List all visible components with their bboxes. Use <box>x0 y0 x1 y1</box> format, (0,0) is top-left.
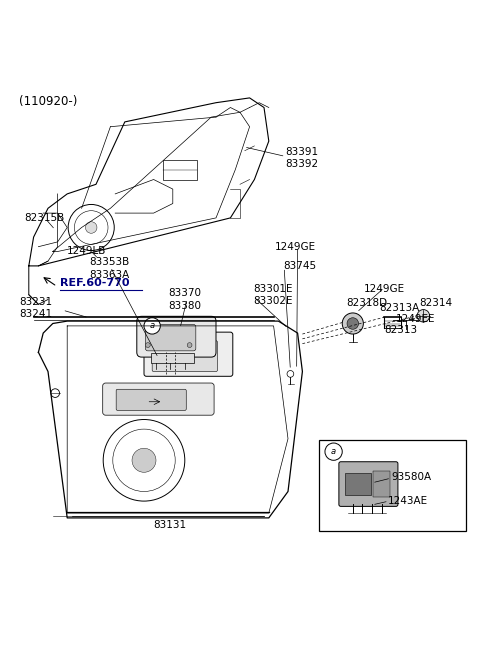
Text: 1243AE: 1243AE <box>387 496 428 506</box>
Circle shape <box>347 318 359 329</box>
Text: 1249GE: 1249GE <box>364 284 405 294</box>
FancyBboxPatch shape <box>116 389 186 410</box>
Text: 82315B: 82315B <box>24 213 64 223</box>
Circle shape <box>85 222 97 234</box>
FancyBboxPatch shape <box>144 332 233 377</box>
FancyBboxPatch shape <box>137 316 216 357</box>
Circle shape <box>417 309 430 322</box>
FancyBboxPatch shape <box>339 462 398 507</box>
FancyBboxPatch shape <box>152 341 217 371</box>
Text: 82318D: 82318D <box>347 298 388 308</box>
Text: a: a <box>150 322 155 331</box>
Text: 83370
83380: 83370 83380 <box>168 289 201 311</box>
Text: 1249GE: 1249GE <box>275 242 316 252</box>
Text: 82313A: 82313A <box>379 303 420 313</box>
Text: 83131: 83131 <box>154 520 187 530</box>
Text: a: a <box>331 447 336 456</box>
Text: 83391
83392: 83391 83392 <box>286 147 319 169</box>
Text: 93580A: 93580A <box>391 472 432 482</box>
Text: (110920-): (110920-) <box>19 96 78 109</box>
Text: 83745: 83745 <box>283 261 316 271</box>
FancyBboxPatch shape <box>103 383 214 415</box>
Text: REF.60-770: REF.60-770 <box>60 278 130 289</box>
Text: 83231
83241: 83231 83241 <box>19 297 52 320</box>
Bar <box>151 353 194 363</box>
Bar <box>373 471 390 498</box>
Bar <box>345 473 371 495</box>
Circle shape <box>144 318 160 334</box>
Text: 83301E
83302E: 83301E 83302E <box>253 283 293 306</box>
Circle shape <box>51 389 60 397</box>
Circle shape <box>342 313 363 334</box>
Text: 1249EE: 1249EE <box>396 314 435 324</box>
Circle shape <box>132 448 156 472</box>
Circle shape <box>325 443 342 460</box>
Text: 83353B
83363A: 83353B 83363A <box>89 257 129 280</box>
FancyBboxPatch shape <box>145 324 196 351</box>
Text: 82313: 82313 <box>384 325 417 334</box>
Circle shape <box>145 343 150 347</box>
Text: 82314: 82314 <box>420 298 453 308</box>
Circle shape <box>187 343 192 347</box>
Bar <box>319 440 466 531</box>
Text: 1249LB: 1249LB <box>67 247 107 256</box>
Bar <box>163 160 197 179</box>
